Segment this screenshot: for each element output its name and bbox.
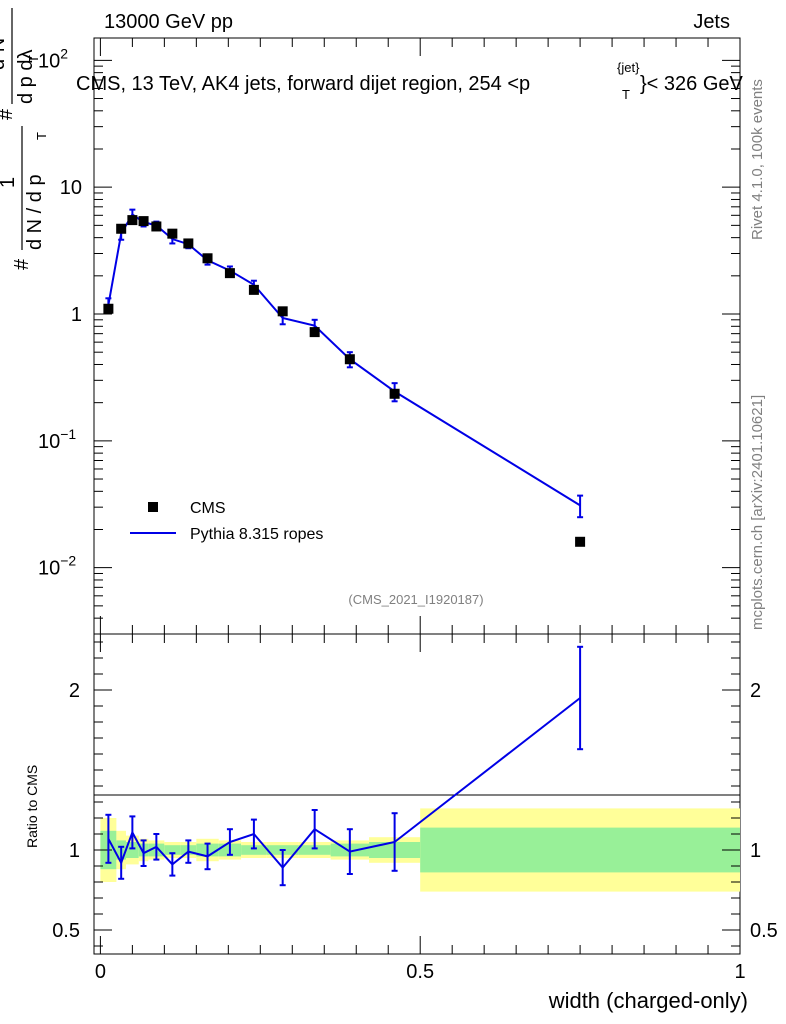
main-plot-frame [93,37,741,635]
ratio-y-tick-label-left: 1 [69,840,80,862]
data-series [103,215,586,547]
x-tick-label: 1 [734,961,745,983]
ratio-y-tick-labels: 0.5 0.5 1 1 2 2 [52,680,778,942]
ratio-y-tick-label-right: 2 [750,680,761,702]
data-point [309,327,320,338]
ratio-band-inner [298,845,331,855]
y-label-hash2: # [0,108,17,120]
ratio-y-tick-label-right: 1 [750,840,761,862]
data-point [248,284,259,295]
main-y-tick-labels: 10−2 10−1 1 10 102 [38,45,82,579]
mc-series [105,208,584,519]
main-y-tick-label: 10−1 [38,426,76,453]
data-point [277,306,288,317]
ratio-uncertainty-bands [100,808,740,892]
x-tick-label: 0.5 [406,961,434,983]
y-label-one: 1 [0,177,19,188]
data-point [389,388,400,399]
data-point [103,303,114,314]
legend-mc-label: Pythia 8.315 ropes [190,526,323,543]
data-point [202,253,213,264]
legend-data-marker [148,502,158,512]
ratio-band-inner [125,842,139,858]
data-point [138,216,149,227]
ratio-y-tick-label-right: 0.5 [750,920,778,942]
ratio-x-ticks: 0 0.5 1 [95,634,746,983]
x-tick-label: 0 [95,961,106,983]
main-y-ticks [94,59,740,635]
plot-title-sup: {jet} [617,60,640,75]
main-y-tick-label: 10 [60,177,82,199]
data-point [116,223,127,234]
y-label-hash: # [11,258,33,270]
ratio-plot-frame [93,633,741,955]
mcplots-credit: mcplots.cern.ch [arXiv:2401.10621] [749,395,766,630]
ratio-y-tick-label-left: 2 [69,680,80,702]
data-point [151,221,162,232]
data-point [183,238,194,249]
y-label-t-sub: T [34,132,49,140]
y-label-dn-dpt: d N / d p [24,174,46,250]
x-axis-label: width (charged-only) [548,988,748,1013]
y-label-dpt-dlambda: d p dλ [15,50,37,104]
main-y-tick-label: 1 [71,304,82,326]
plot-title-end: }< 326 GeV [640,73,744,95]
ratio-y-tick-label-left: 0.5 [52,920,80,942]
header-energy: 13000 GeV pp [104,11,233,33]
ratio-band-inner [420,827,740,873]
mc-line [107,212,581,507]
ratio-band-inner [164,845,181,855]
ratio-y-ticks [94,641,740,947]
analysis-id: (CMS_2021_I1920187) [348,592,483,607]
header-category: Jets [693,11,730,33]
plot-title: CMS, 13 TeV, AK4 jets, forward dijet reg… [76,73,530,95]
data-point [575,536,586,547]
plot-title-sub: T [622,87,630,102]
data-point [224,268,235,279]
main-y-tick-label: 10−2 [38,553,76,580]
main-y-label: # 1 d N / d p T # d²N d p dλ T [0,8,49,270]
ratio-band-inner [241,845,267,855]
y-label-t2-sub: T [26,55,41,63]
legend-data-label: CMS [190,500,226,517]
main-y-tick-label: 102 [38,45,68,72]
main-x-ticks [99,38,741,634]
data-point [344,354,355,365]
ratio-y-label: Ratio to CMS [24,765,40,848]
rivet-version: Rivet 4.1.0, 100k events [749,79,766,240]
ratio-mc-series [105,645,584,887]
y-label-d2n: d²N [0,38,9,70]
data-point [127,215,138,226]
data-point [167,228,178,239]
